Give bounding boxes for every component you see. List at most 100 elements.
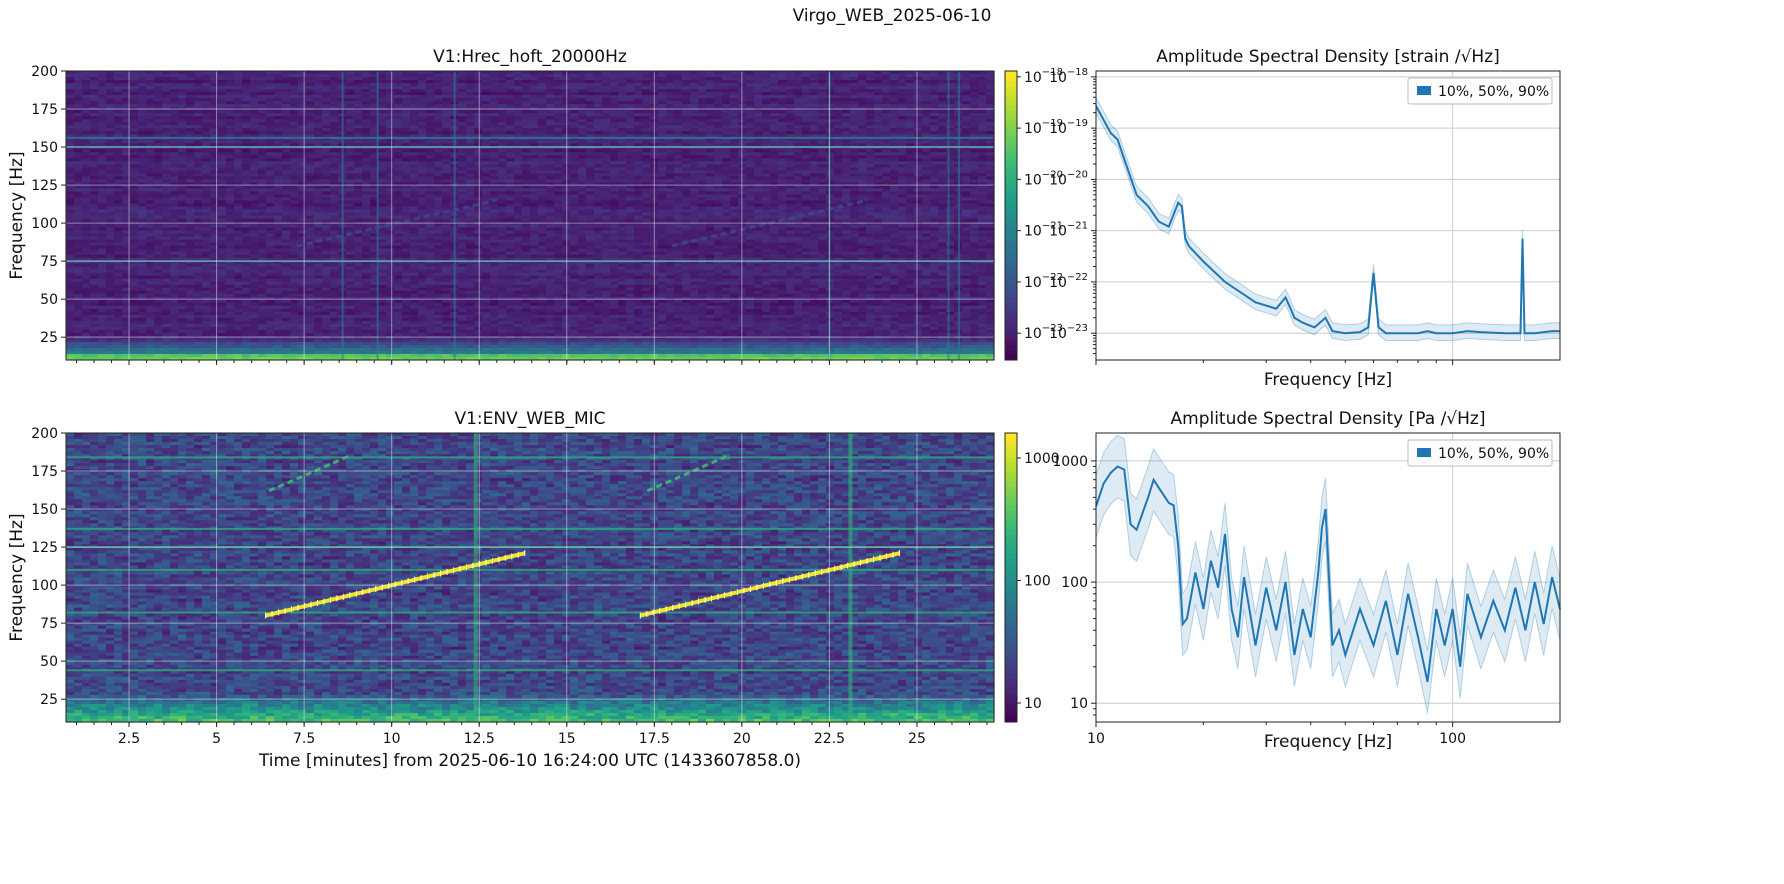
colorbar-cell (1005, 452, 1017, 458)
colorbar-cell (1005, 447, 1017, 453)
colorbar-cell (1005, 601, 1017, 607)
colorbar-cell (1005, 437, 1017, 444)
x-tick-label: 12.5 (464, 731, 495, 747)
x-tick-label: 20 (733, 731, 751, 747)
colorbar-cell (1005, 119, 1017, 125)
figure-title: Virgo_WEB_2025-06-10 (0, 6, 1784, 26)
x-tick-label: 17.5 (639, 731, 670, 747)
y-tick-label: 100 (31, 578, 58, 594)
colorbar-cell (1005, 282, 1017, 289)
y-tick-label: 100 (1061, 575, 1088, 591)
colorbar-cell (1005, 311, 1017, 318)
colorbar-cell (1005, 466, 1017, 473)
colorbar-cell (1005, 702, 1017, 709)
panel-title: Amplitude Spectral Density [Pa /√Hz] (1171, 409, 1486, 429)
colorbar-cell (1005, 640, 1017, 646)
y-tick-label: 10−21 (1049, 221, 1088, 240)
colorbar-cell (1005, 514, 1017, 521)
legend-swatch (1417, 448, 1431, 457)
colorbar-cell (1005, 693, 1017, 699)
colorbar-cell (1005, 664, 1017, 670)
y-tick-label: 10−22 (1049, 272, 1088, 291)
colorbar-cell (1005, 659, 1017, 665)
colorbar-cell (1005, 476, 1017, 482)
x-tick-label: 10 (1087, 731, 1105, 747)
colorbar-cell (1005, 172, 1017, 178)
colorbar-cell (1005, 234, 1017, 241)
y-tick-label: 100 (31, 216, 58, 232)
legend: 10%, 50%, 90% (1407, 77, 1553, 105)
colorbar-cell (1005, 80, 1017, 86)
colorbar-tick-label: 100 (1024, 574, 1051, 590)
colorbar-cell (1005, 244, 1017, 250)
colorbar-cell (1005, 485, 1017, 492)
colorbar-cell (1005, 167, 1017, 173)
y-tick-label: 10 (1070, 696, 1088, 712)
colorbar-cell (1005, 563, 1017, 569)
colorbar-cell (1005, 471, 1017, 477)
colorbar-cell (1005, 220, 1017, 226)
spectrogram-panel-hoft: 25 50 75 100 125 150 175 200 V1:Hrec_hoft_20000H… (7, 47, 995, 365)
colorbar-cell (1005, 128, 1017, 135)
colorbar-cell (1005, 442, 1017, 448)
colorbar-cell (1005, 321, 1017, 327)
x-tick-label: 5 (212, 731, 221, 747)
colorbar-cell (1005, 558, 1017, 564)
colorbar-tick-label: 10−18 (1024, 67, 1063, 86)
y-tick-label: 125 (31, 540, 58, 556)
colorbar-cell (1005, 215, 1017, 221)
colorbar-cell (1005, 162, 1017, 168)
y-tick-label: 1000 (1052, 454, 1088, 470)
colorbar-cell (1005, 152, 1017, 159)
colorbar-cell (1005, 345, 1017, 351)
colorbar-cell (1005, 316, 1017, 322)
y-tick-label: 150 (31, 502, 58, 518)
x-axis-label: Time [minutes] from 2025-06-10 16:24:00 … (258, 751, 801, 771)
x-tick-label: 22.5 (814, 731, 845, 747)
colorbar-cell (1005, 201, 1017, 207)
colorbar-cell (1005, 616, 1017, 622)
colorbar-cell (1005, 71, 1017, 77)
colorbar-cell (1005, 210, 1017, 216)
x-tick-label: 25 (908, 731, 926, 747)
y-tick-label: 175 (31, 464, 58, 480)
colorbar-cell (1005, 326, 1017, 332)
plot-frame (65, 70, 995, 361)
colorbar-cell (1005, 148, 1017, 154)
colorbar-cell (1005, 340, 1017, 347)
x-tick-label: 2.5 (118, 731, 140, 747)
colorbar-cell (1005, 258, 1017, 265)
colorbar-cell (1005, 538, 1017, 545)
colorbar-cell (1005, 181, 1017, 188)
y-tick-label: 200 (31, 426, 58, 442)
colorbar-tick-label: 10−19 (1024, 118, 1063, 137)
colorbar-cell (1005, 254, 1017, 260)
y-tick-label: 10−18 (1049, 67, 1088, 86)
colorbar-cell (1005, 133, 1017, 139)
spectrogram-panel-mic: 25 50 75 100 125 150 175 200 2.5 5 7.5 10 12.5 15 17.5… (7, 409, 995, 771)
colorbar-cell (1005, 273, 1017, 279)
panel-title: V1:ENV_WEB_MIC (454, 409, 605, 429)
legend-label: 10%, 50%, 90% (1438, 84, 1549, 100)
y-axis-label: Frequency [Hz] (7, 513, 27, 641)
colorbar-cell (1005, 268, 1017, 274)
legend-frame (1407, 439, 1553, 467)
colorbar-cell (1005, 524, 1017, 530)
median-line (1095, 105, 1560, 335)
colorbar-cell (1005, 292, 1017, 298)
colorbar-cell (1005, 461, 1017, 468)
spectrogram-image (66, 433, 995, 723)
colorbar-cell (1005, 500, 1017, 506)
colorbar-cell (1005, 712, 1017, 718)
colorbar-cell (1005, 519, 1017, 526)
colorbar-cell (1005, 596, 1017, 603)
colorbar-tick-label: 1000 (1024, 451, 1060, 467)
y-axis-label: Frequency [Hz] (7, 151, 27, 279)
colorbar-frame (1004, 432, 1018, 723)
colorbar-cell (1005, 543, 1017, 550)
colorbar-cell (1005, 649, 1017, 656)
legend-frame (1407, 77, 1553, 105)
y-tick-label: 50 (40, 292, 58, 308)
colorbar-cell (1005, 697, 1017, 704)
colorbar-cell (1005, 567, 1017, 574)
